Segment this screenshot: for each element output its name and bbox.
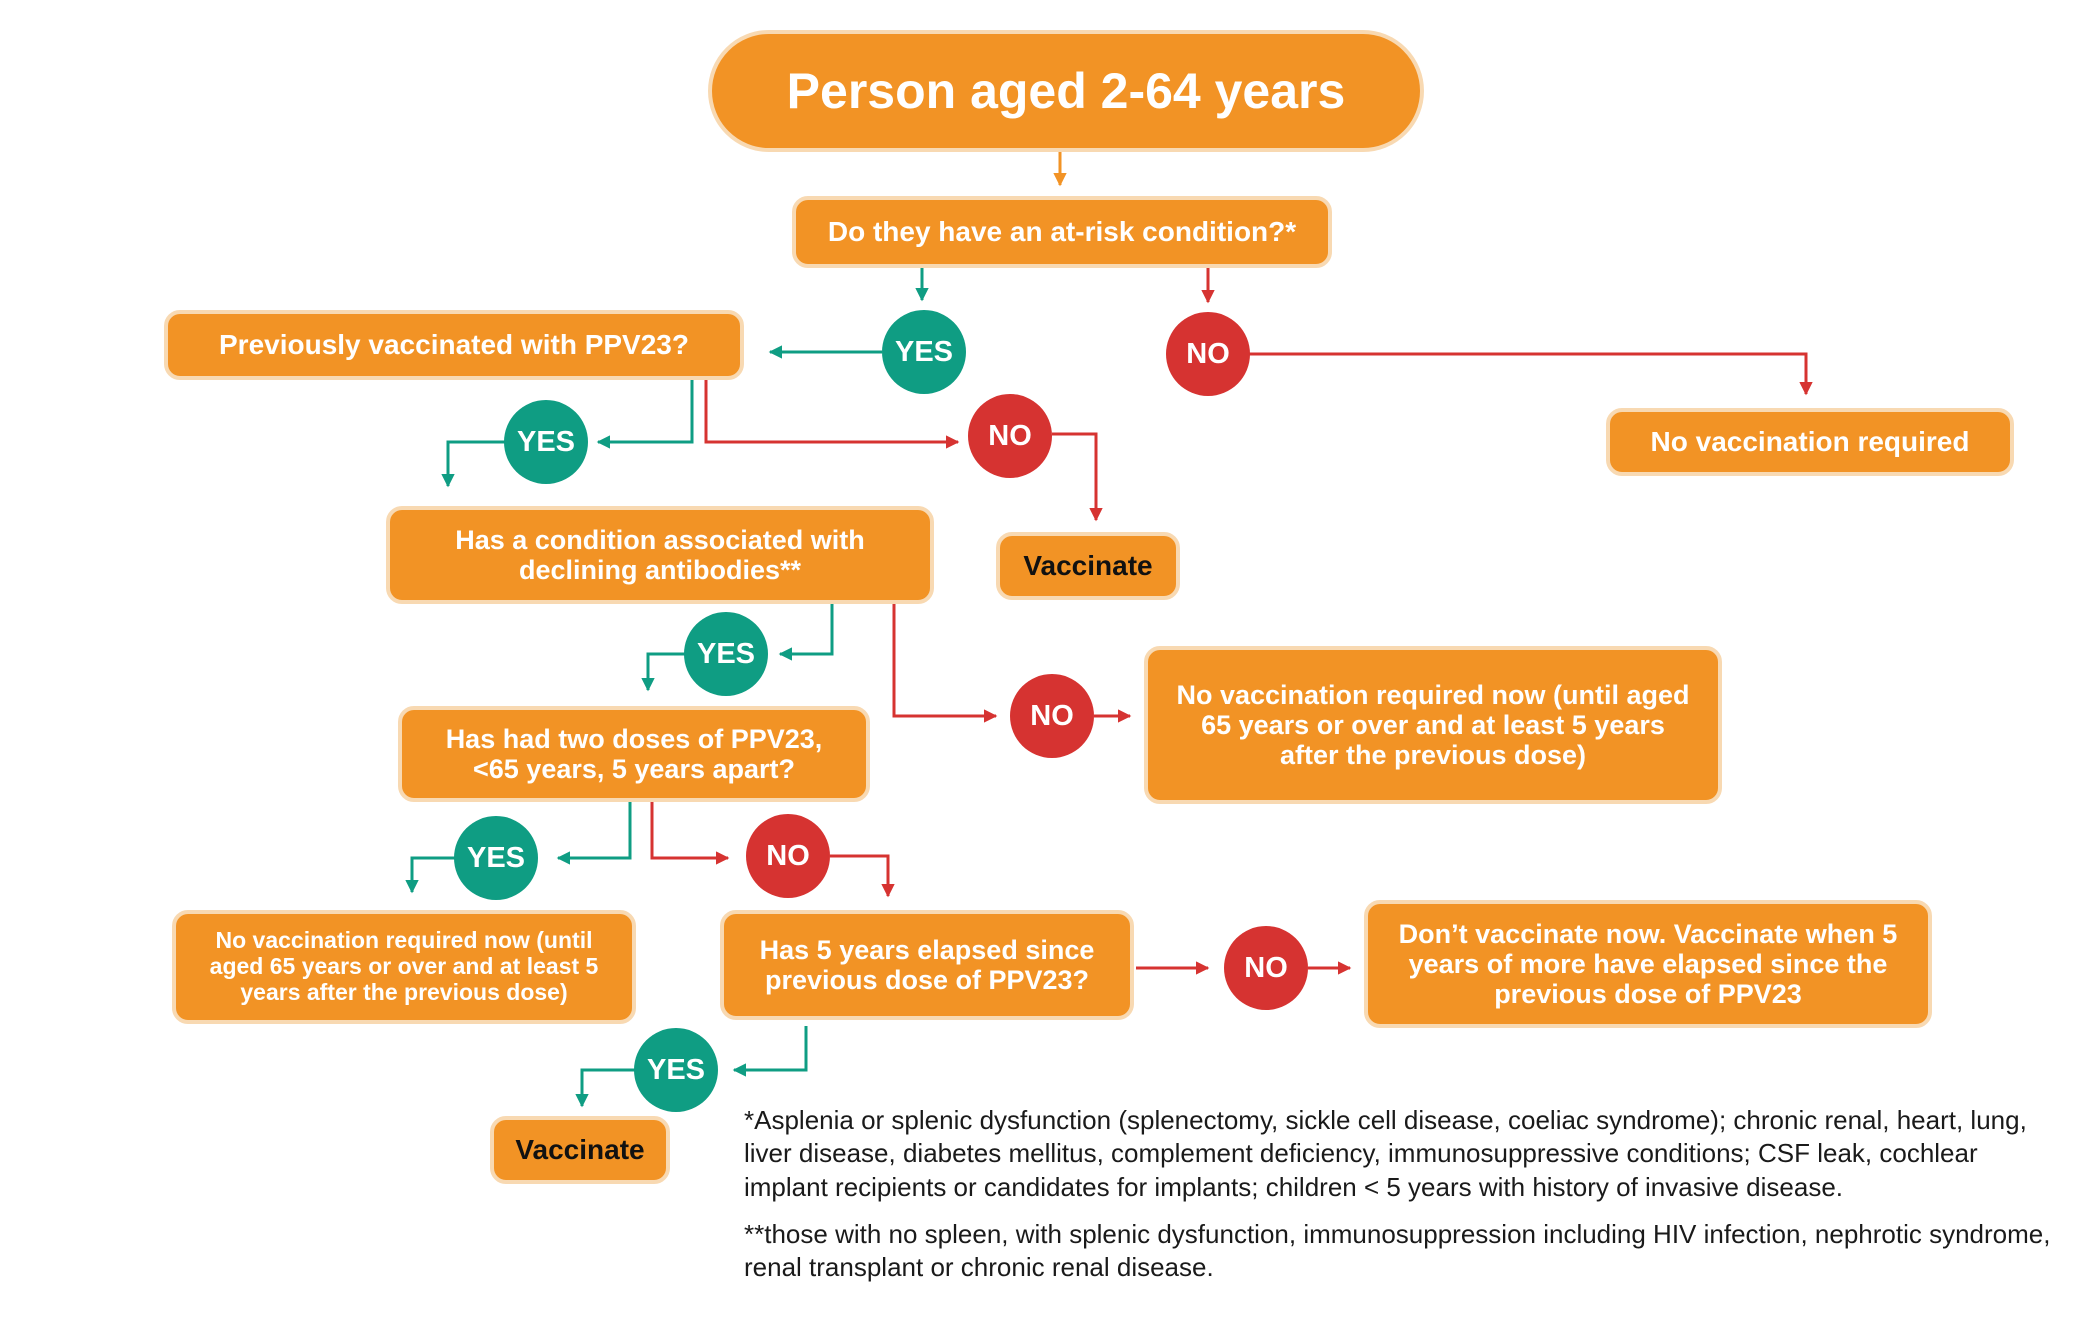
footnote-single-star: *Asplenia or splenic dysfunction (splene…: [744, 1105, 2027, 1202]
vaccinate-outcome-2: Vaccinate: [490, 1116, 670, 1184]
five-years-elapsed-question: Has 5 years elapsed since previous dose …: [720, 910, 1134, 1020]
no-circle-at-risk: NO: [1166, 312, 1250, 396]
no-circle-previously-vaccinated: NO: [968, 394, 1052, 478]
yes-circle-declining: YES: [684, 612, 768, 696]
dont-vaccinate-now-outcome: Don’t vaccinate now. Vaccinate when 5 ye…: [1364, 900, 1932, 1028]
yes-circle-previously-vaccinated: YES: [504, 400, 588, 484]
no-circle-declining: NO: [1010, 674, 1094, 758]
at-risk-question: Do they have an at-risk condition?*: [792, 196, 1332, 268]
yes-circle-two-doses: YES: [454, 816, 538, 900]
yes-circle-at-risk: YES: [882, 310, 966, 394]
previously-vaccinated-question: Previously vaccinated with PPV23?: [164, 310, 744, 380]
no-circle-two-doses: NO: [746, 814, 830, 898]
no-vaccination-required-now-outcome-1: No vaccination required now (until aged …: [1144, 646, 1722, 804]
two-doses-question: Has had two doses of PPV23, <65 years, 5…: [398, 706, 870, 802]
no-circle-five-years: NO: [1224, 926, 1308, 1010]
vaccinate-outcome-1: Vaccinate: [996, 532, 1180, 600]
no-vaccination-required-outcome: No vaccination required: [1606, 408, 2014, 476]
footnote-double-star: **those with no spleen, with splenic dys…: [744, 1219, 2051, 1283]
yes-circle-five-years: YES: [634, 1028, 718, 1112]
declining-antibodies-question: Has a condition associated with declinin…: [386, 506, 934, 604]
start-title-box: Person aged 2-64 years: [708, 30, 1424, 152]
no-vaccination-required-now-outcome-2: No vaccination required now (until aged …: [172, 910, 636, 1024]
